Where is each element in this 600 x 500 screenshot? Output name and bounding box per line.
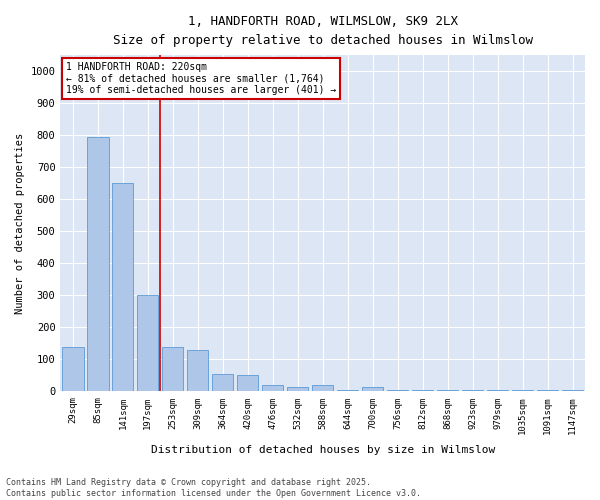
- Bar: [487, 390, 508, 392]
- Bar: [362, 386, 383, 392]
- Bar: [62, 346, 83, 392]
- Bar: [87, 137, 109, 392]
- X-axis label: Distribution of detached houses by size in Wilmslow: Distribution of detached houses by size …: [151, 445, 495, 455]
- Bar: [387, 390, 408, 392]
- Bar: [562, 390, 583, 392]
- Bar: [112, 183, 133, 392]
- Bar: [137, 296, 158, 392]
- Bar: [412, 390, 433, 392]
- Title: 1, HANDFORTH ROAD, WILMSLOW, SK9 2LX
Size of property relative to detached house: 1, HANDFORTH ROAD, WILMSLOW, SK9 2LX Siz…: [113, 15, 533, 47]
- Bar: [237, 376, 259, 392]
- Bar: [337, 390, 358, 392]
- Bar: [287, 386, 308, 392]
- Bar: [512, 390, 533, 392]
- Bar: [212, 374, 233, 392]
- Text: Contains HM Land Registry data © Crown copyright and database right 2025.
Contai: Contains HM Land Registry data © Crown c…: [6, 478, 421, 498]
- Bar: [162, 346, 184, 392]
- Bar: [187, 350, 208, 392]
- Y-axis label: Number of detached properties: Number of detached properties: [15, 132, 25, 314]
- Bar: [437, 390, 458, 392]
- Text: 1 HANDFORTH ROAD: 220sqm
← 81% of detached houses are smaller (1,764)
19% of sem: 1 HANDFORTH ROAD: 220sqm ← 81% of detach…: [65, 62, 336, 95]
- Bar: [262, 385, 283, 392]
- Bar: [537, 390, 558, 392]
- Bar: [462, 390, 483, 392]
- Bar: [312, 385, 334, 392]
